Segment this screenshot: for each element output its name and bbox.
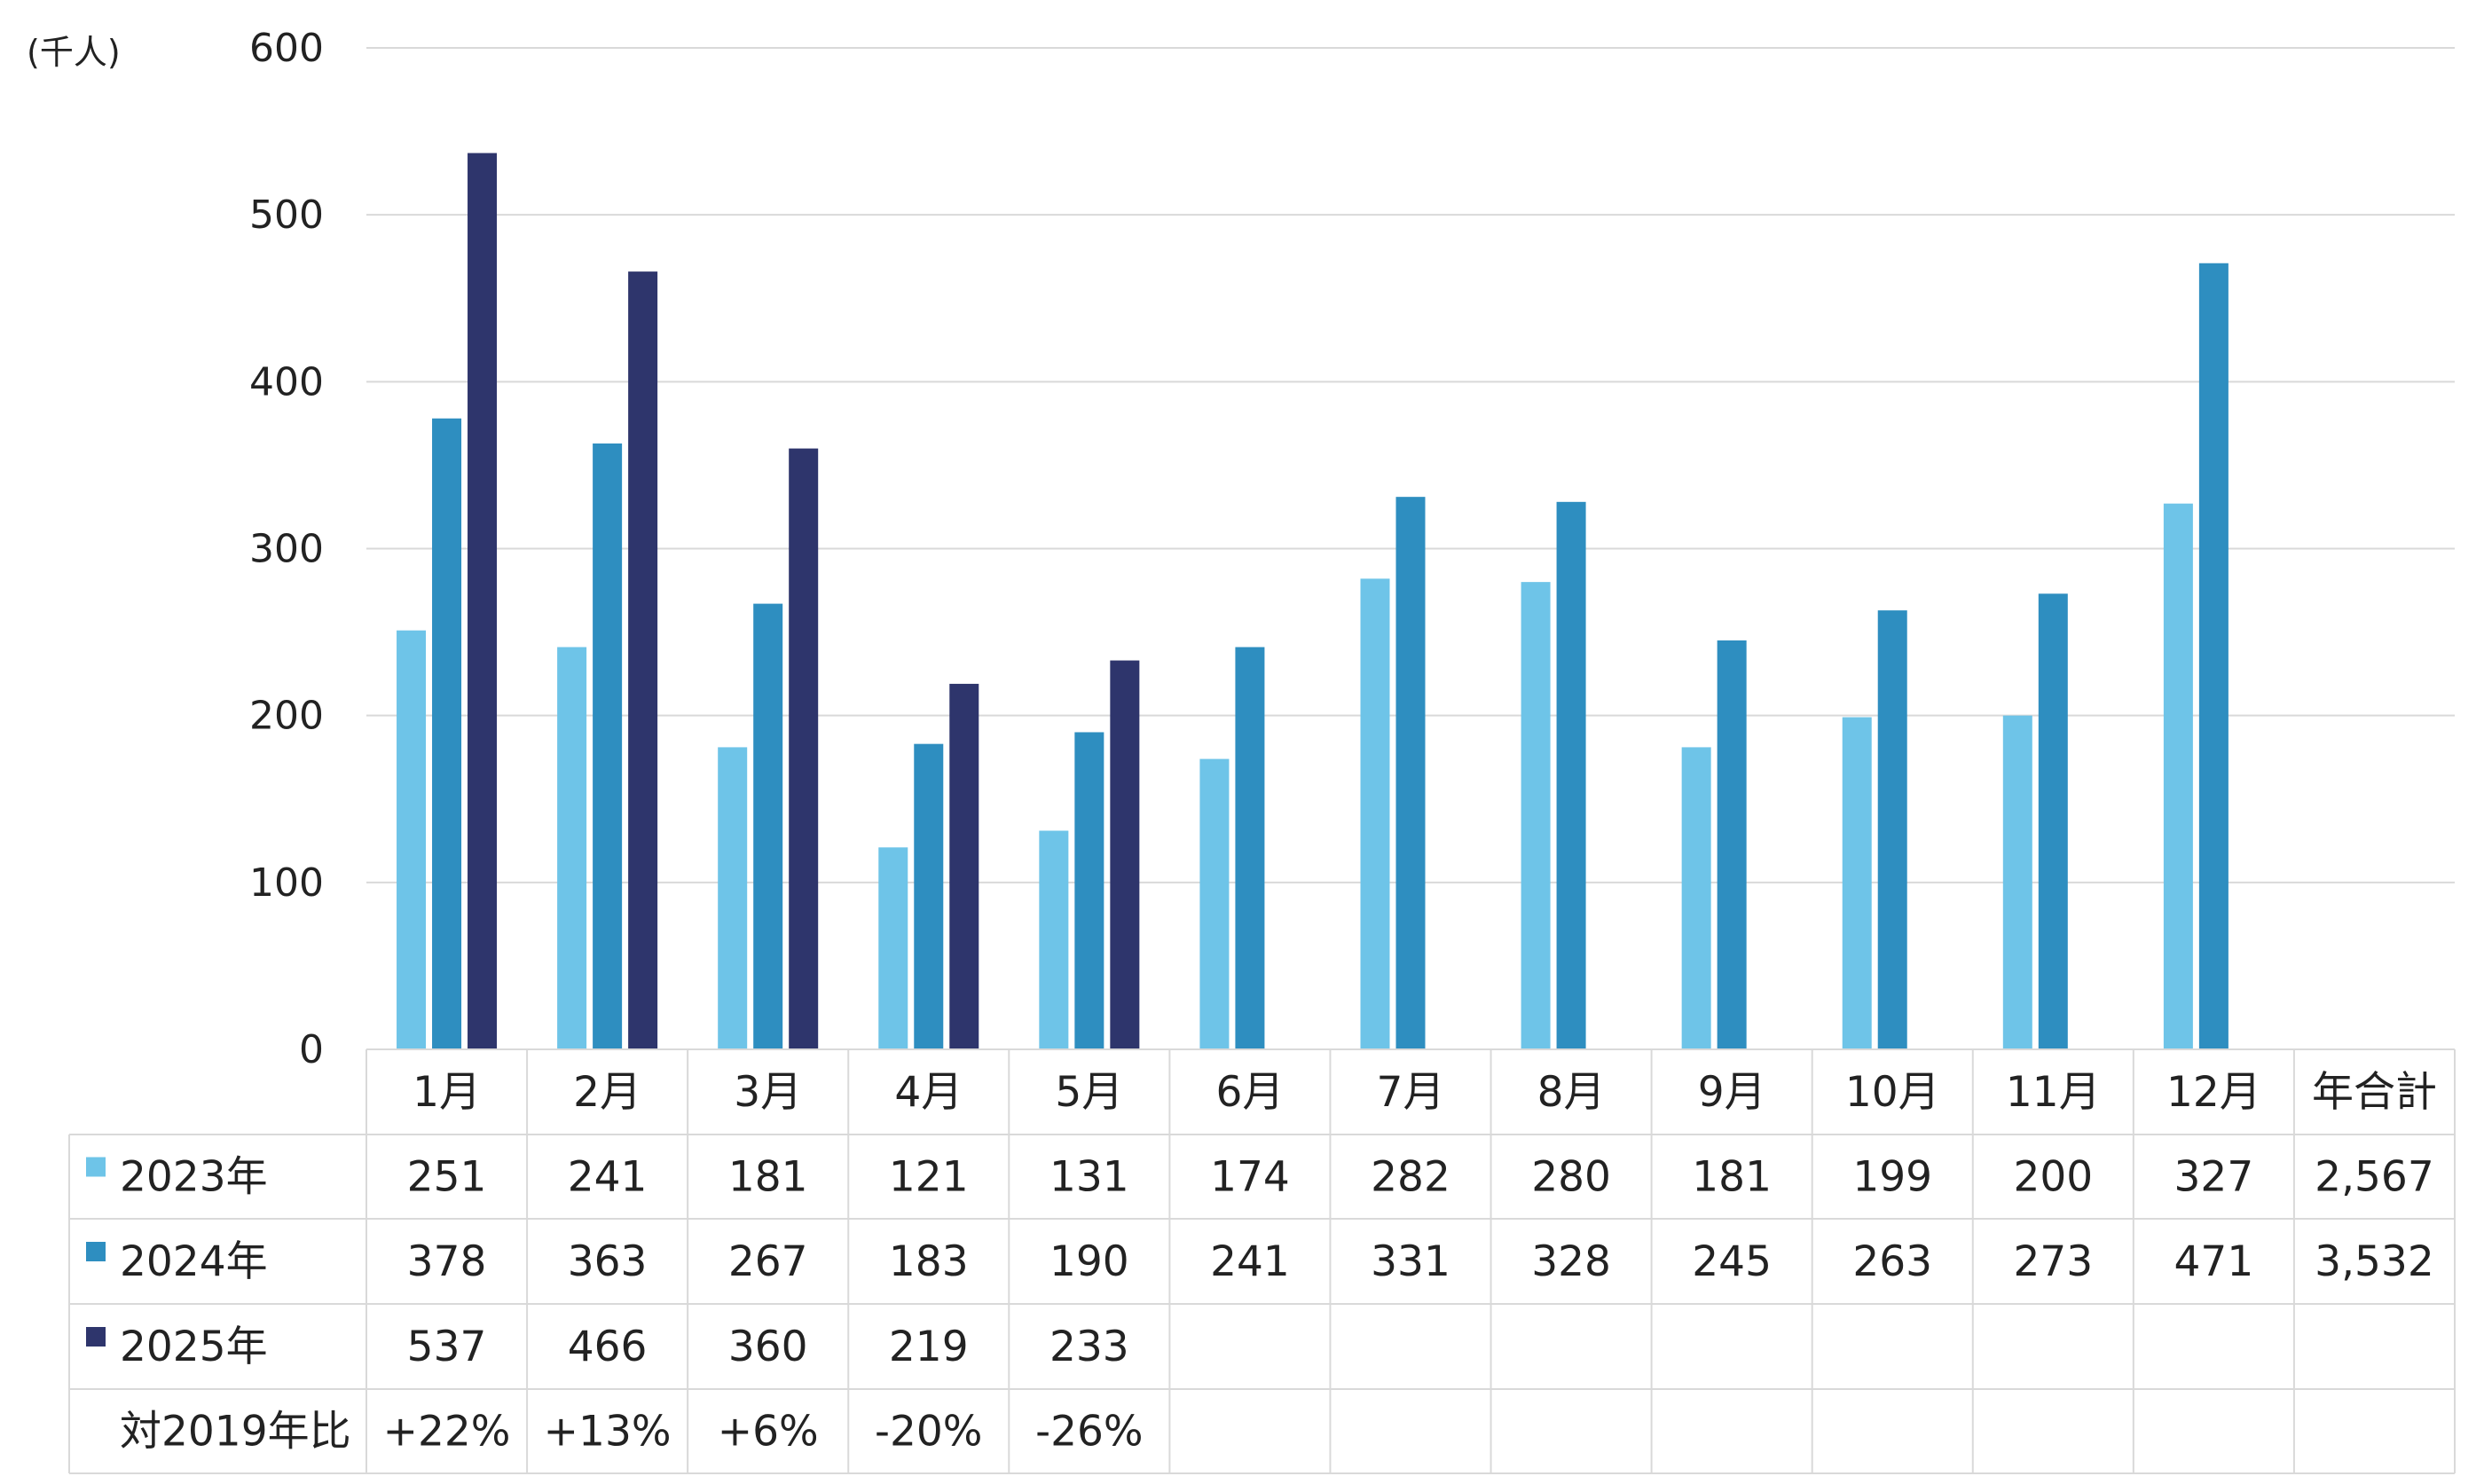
bar-2023年 [718, 747, 748, 1049]
category-label: 6月 [1215, 1068, 1284, 1117]
row-label: 対2019年比 [120, 1408, 351, 1457]
table-cell: 241 [568, 1153, 648, 1202]
row-label: 2025年 [120, 1323, 268, 1371]
table-cell: -26% [1035, 1408, 1143, 1457]
table-cell: 282 [1371, 1153, 1450, 1202]
category-label: 8月 [1537, 1068, 1606, 1117]
category-label: 2月 [573, 1068, 641, 1117]
table-cell: 327 [2174, 1153, 2254, 1202]
bar-2024年 [753, 603, 783, 1049]
table-cell: 331 [1371, 1237, 1450, 1286]
table-cell: 273 [2013, 1237, 2093, 1286]
table-cell: 537 [407, 1323, 487, 1371]
bar-2024年 [2198, 263, 2229, 1049]
y-axis-ticks: 0 100 200 300 400 500 600 [249, 26, 324, 1072]
bar-2023年 [1199, 758, 1230, 1049]
bar-2023年 [1521, 582, 1551, 1049]
unit-label: (千人) [27, 33, 121, 72]
table-cell: 233 [1049, 1323, 1129, 1371]
bar-2023年 [1039, 830, 1069, 1049]
bar-2023年 [557, 647, 587, 1049]
legend-swatch-2023年 [86, 1157, 106, 1177]
table-cell: 471 [2174, 1237, 2254, 1286]
y-tick-label: 200 [249, 694, 324, 739]
total-header: 年合計 [2312, 1068, 2437, 1117]
table-cell: 181 [728, 1153, 808, 1202]
bar-2023年 [2002, 715, 2032, 1049]
category-label: 4月 [894, 1068, 963, 1117]
bar-2024年 [1074, 732, 1104, 1049]
table-cell: 121 [889, 1153, 969, 1202]
bar-2023年 [1360, 578, 1390, 1049]
row-label: 2024年 [120, 1237, 268, 1286]
bar-2025年 [789, 448, 819, 1050]
table-cell: 245 [1692, 1237, 1772, 1286]
table-cell: 183 [889, 1237, 969, 1286]
table-cell: +13% [544, 1408, 672, 1457]
bar-2024年 [1877, 610, 1907, 1049]
table-cell: 174 [1210, 1153, 1290, 1202]
table-cell: -20% [875, 1408, 982, 1457]
table-cell: 190 [1049, 1237, 1129, 1286]
table-cell: 360 [728, 1323, 808, 1371]
y-tick-label: 100 [249, 860, 324, 906]
bar-2024年 [1395, 497, 1426, 1049]
bar-2023年 [397, 630, 427, 1049]
bar-2024年 [914, 743, 944, 1049]
table-cell: 263 [1852, 1237, 1932, 1286]
legend-swatch-2024年 [86, 1242, 106, 1261]
table-cell: 199 [1852, 1153, 1932, 1202]
table-cell: 280 [1531, 1153, 1611, 1202]
bar-2023年 [1842, 717, 1872, 1049]
legend-swatch-2025年 [86, 1327, 106, 1347]
bar-2023年 [878, 847, 908, 1049]
table-cell: 200 [2013, 1153, 2093, 1202]
category-label: 1月 [413, 1068, 481, 1117]
bar-2024年 [2038, 593, 2068, 1049]
table-cell: 181 [1692, 1153, 1772, 1202]
category-label: 5月 [1055, 1068, 1123, 1117]
bar-2025年 [1110, 660, 1140, 1049]
y-tick-label: 500 [249, 192, 324, 238]
category-label: 11月 [2006, 1068, 2101, 1117]
table-cell: 3,532 [2315, 1237, 2434, 1286]
table-cell: 241 [1210, 1237, 1290, 1286]
row-label: 2023年 [120, 1153, 268, 1202]
table-cell: +6% [718, 1408, 819, 1457]
y-tick-label: 600 [249, 26, 324, 71]
table-cell: 131 [1049, 1153, 1129, 1202]
y-tick-label: 300 [249, 527, 324, 572]
bar-2025年 [949, 683, 979, 1049]
bars [397, 153, 2229, 1050]
bar-2024年 [1235, 647, 1265, 1049]
category-label: 3月 [734, 1068, 802, 1117]
category-label: 12月 [2166, 1068, 2261, 1117]
table-cell: 2,567 [2315, 1153, 2434, 1202]
table-cell: 363 [568, 1237, 648, 1286]
bar-2024年 [593, 443, 623, 1050]
category-label: 10月 [1845, 1068, 1940, 1117]
bar-2025年 [628, 271, 658, 1050]
data-table: 1月 2月 3月 4月 5月 6月 7月 8月 9月 10月 11月 12月 年合計 2023年 251 24… [68, 1048, 2456, 1474]
table-cell: 267 [728, 1237, 808, 1286]
bar-2024年 [432, 418, 462, 1050]
table-cell: 328 [1531, 1237, 1611, 1286]
table-cell: 251 [407, 1153, 487, 1202]
category-label: 7月 [1377, 1068, 1445, 1117]
table-cell: 466 [568, 1323, 648, 1371]
bar-2024年 [1556, 501, 1586, 1049]
bar-2024年 [1717, 640, 1747, 1049]
bar-2023年 [2163, 503, 2193, 1049]
category-label: 9月 [1698, 1068, 1766, 1117]
table-cell: 219 [889, 1323, 969, 1371]
bar-2025年 [468, 153, 498, 1050]
table-cell: 378 [407, 1237, 487, 1286]
bar-2023年 [1681, 747, 1711, 1049]
y-tick-label: 0 [299, 1027, 324, 1072]
y-tick-label: 400 [249, 359, 324, 404]
table-cell: +22% [383, 1408, 511, 1457]
